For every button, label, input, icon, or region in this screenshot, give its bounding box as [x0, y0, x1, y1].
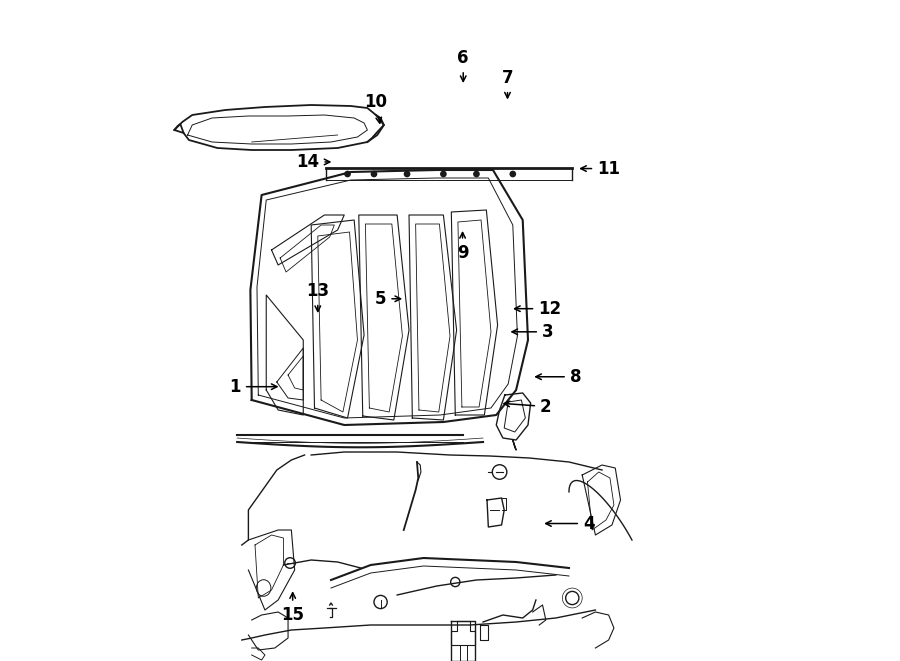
Text: 12: 12 [515, 299, 562, 318]
Text: 7: 7 [501, 69, 513, 98]
Text: 5: 5 [374, 290, 400, 308]
Text: 14: 14 [296, 153, 329, 171]
Circle shape [372, 171, 376, 176]
Text: 9: 9 [456, 233, 468, 262]
Text: 1: 1 [230, 377, 277, 396]
Text: 15: 15 [281, 593, 304, 624]
Circle shape [473, 171, 479, 176]
Text: 8: 8 [536, 368, 581, 386]
Text: 6: 6 [457, 49, 469, 81]
Text: 4: 4 [545, 514, 595, 533]
Circle shape [404, 171, 410, 176]
Text: 3: 3 [512, 323, 554, 341]
Text: 2: 2 [504, 397, 552, 416]
Circle shape [510, 171, 516, 176]
Text: 10: 10 [364, 93, 388, 123]
Text: 11: 11 [580, 159, 620, 178]
Text: 13: 13 [306, 282, 329, 311]
Circle shape [441, 171, 446, 176]
Circle shape [345, 171, 350, 176]
